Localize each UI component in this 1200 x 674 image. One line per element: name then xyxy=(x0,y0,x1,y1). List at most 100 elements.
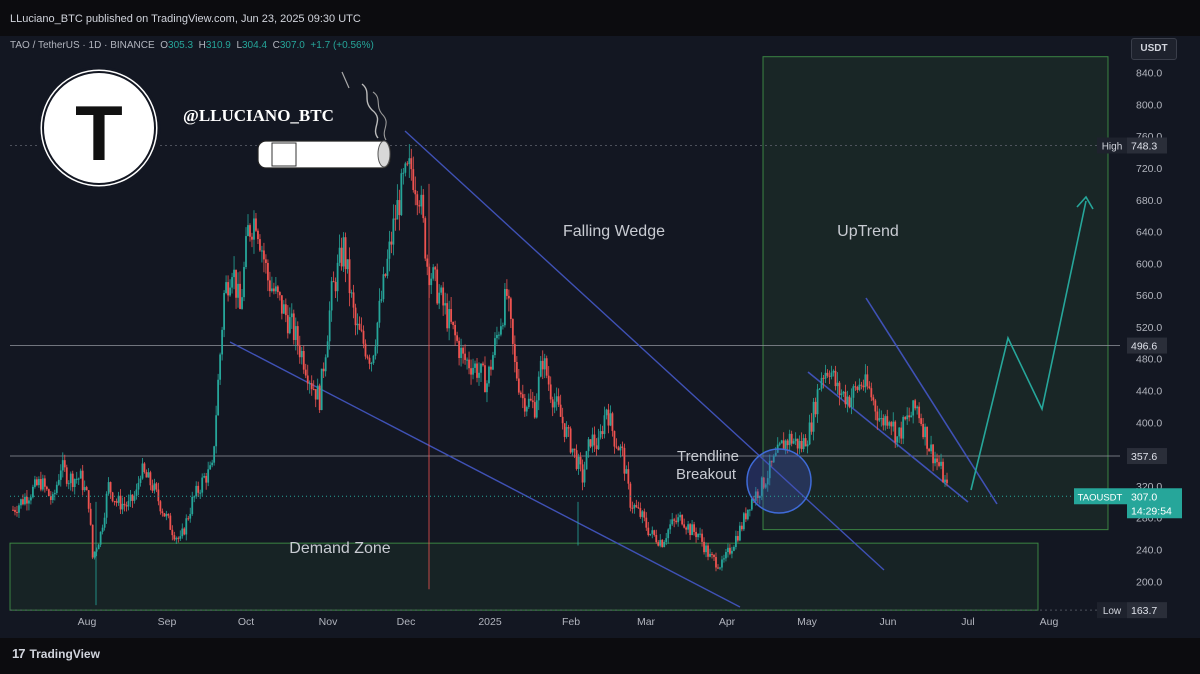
candle-body xyxy=(151,485,154,491)
candle-body xyxy=(490,366,492,370)
tradingview-brand: TradingView xyxy=(29,646,100,661)
candle-body xyxy=(69,473,72,484)
candle-body xyxy=(500,326,502,335)
candle-body xyxy=(902,417,905,439)
candle-body xyxy=(229,287,231,296)
candle-body xyxy=(519,392,522,395)
candle-body xyxy=(910,415,913,418)
candle-body xyxy=(826,372,829,376)
candle-body xyxy=(37,479,40,486)
candle-body xyxy=(930,444,932,452)
candle-body xyxy=(561,416,564,424)
candle-body xyxy=(181,528,184,537)
candle-body xyxy=(294,326,297,340)
candle-body xyxy=(127,501,130,507)
candle-body xyxy=(312,389,315,391)
candle-body xyxy=(396,200,399,220)
candle-body xyxy=(733,546,735,551)
candle-body xyxy=(47,489,50,497)
candle-body xyxy=(251,236,253,240)
candle-body xyxy=(816,389,819,415)
candle-body xyxy=(744,513,747,520)
candle-body xyxy=(448,309,451,329)
candle-body xyxy=(647,527,650,536)
candle-body xyxy=(872,397,875,401)
candle-body xyxy=(28,500,30,504)
candle-body xyxy=(462,347,464,354)
candle-body xyxy=(77,478,80,480)
candle-body xyxy=(942,461,944,483)
candle-body xyxy=(336,262,339,292)
candle-body xyxy=(314,389,317,400)
candle-body xyxy=(617,447,620,451)
tradingview-logo[interactable]: 17 TradingView xyxy=(12,646,100,661)
candle-body xyxy=(129,494,132,502)
candle-body xyxy=(723,558,725,560)
candle-body xyxy=(179,536,182,539)
candle-body xyxy=(169,515,172,530)
chart-area[interactable] xyxy=(0,36,1200,638)
logo-circle-icon xyxy=(37,66,161,190)
candle-body xyxy=(149,472,152,486)
candle-body xyxy=(318,385,321,411)
candle-body xyxy=(302,351,305,370)
candle-body xyxy=(607,409,610,426)
cigar-ash-icon xyxy=(377,140,391,168)
symbol-tag-text: TAOUSDT xyxy=(1078,492,1123,503)
candle-body xyxy=(348,259,351,294)
smoke-icon xyxy=(372,91,387,141)
candle-body xyxy=(173,535,176,540)
candle-body xyxy=(257,230,259,240)
candle-body xyxy=(914,400,917,409)
candle-body xyxy=(611,413,614,432)
change-value: +1.7 (+0.56%) xyxy=(310,40,374,51)
logo-ring-icon xyxy=(42,71,156,185)
candle-body xyxy=(310,383,313,390)
candle-body xyxy=(155,483,158,490)
candle-body xyxy=(296,326,299,346)
uptrend-zone xyxy=(762,56,1109,531)
candle-body xyxy=(717,567,719,569)
candle-body xyxy=(125,505,128,507)
low-value: 304.4 xyxy=(242,40,268,51)
candle-body xyxy=(131,494,134,501)
candle-body xyxy=(364,343,367,357)
candle-body xyxy=(304,369,307,376)
x-tick-label: 2025 xyxy=(478,616,502,628)
candle-body xyxy=(123,503,126,506)
candle-body xyxy=(778,443,781,445)
candle-body xyxy=(201,477,204,493)
candle-body xyxy=(673,519,676,521)
candle-body xyxy=(324,357,327,372)
candle-body xyxy=(838,382,841,396)
cigar-icon xyxy=(257,71,391,169)
y-tick-label: 520.0 xyxy=(1136,322,1162,334)
candle-body xyxy=(802,438,805,450)
candle-body xyxy=(513,344,516,362)
candle-body xyxy=(263,250,265,260)
candle-body xyxy=(274,286,277,292)
candle-body xyxy=(328,310,331,342)
candle-body xyxy=(533,402,536,418)
candle-body xyxy=(719,567,721,569)
candle-body xyxy=(145,472,148,478)
candle-body xyxy=(737,536,739,541)
symbol-name[interactable]: TAO / TetherUS · 1D · BINANCE xyxy=(10,40,155,51)
candle-body xyxy=(414,189,417,195)
candle-body xyxy=(320,368,323,411)
candle-body xyxy=(531,400,534,403)
candle-body xyxy=(517,378,520,393)
candle-body xyxy=(410,158,413,170)
candle-body xyxy=(53,492,56,495)
candle-body xyxy=(505,289,508,296)
candle-body xyxy=(185,518,188,535)
currency-button[interactable]: USDT xyxy=(1131,38,1177,60)
candle-body xyxy=(269,280,271,292)
y-tick-label: 640.0 xyxy=(1136,227,1162,239)
breakout-circle xyxy=(746,448,812,514)
candle-body xyxy=(844,391,847,405)
candle-body xyxy=(940,461,942,466)
cigar-band-icon xyxy=(271,142,297,167)
candle-body xyxy=(394,218,397,220)
